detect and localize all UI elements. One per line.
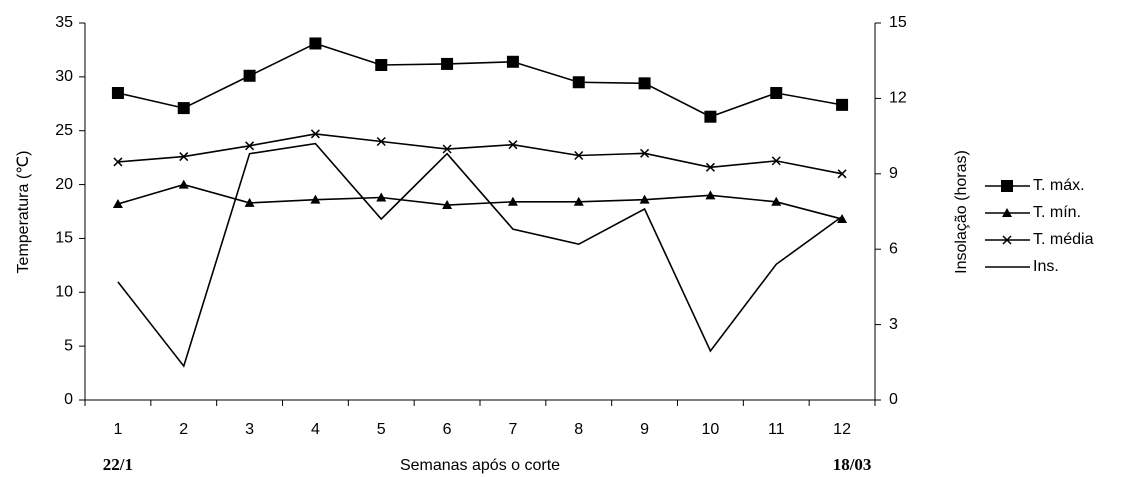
y2-tick-label: 3 bbox=[889, 316, 898, 333]
x-axis-title: Semanas após o corte bbox=[400, 457, 560, 474]
point bbox=[178, 179, 189, 189]
point bbox=[310, 129, 320, 139]
x-tick-label: 11 bbox=[768, 421, 785, 438]
point bbox=[179, 152, 189, 162]
point bbox=[705, 162, 715, 172]
point bbox=[574, 150, 584, 161]
y-tick-label: 10 bbox=[55, 284, 73, 301]
point bbox=[837, 214, 848, 224]
point bbox=[177, 102, 190, 115]
y2-tick-label: 0 bbox=[889, 391, 898, 408]
y2-tick-label: 12 bbox=[889, 90, 907, 107]
x-tick-label: 2 bbox=[179, 421, 188, 438]
legend-label: Ins. bbox=[1033, 258, 1059, 275]
y-tick-label: 35 bbox=[55, 14, 73, 31]
point bbox=[639, 194, 650, 204]
point bbox=[573, 196, 584, 206]
y2-tick-label: 6 bbox=[889, 240, 898, 257]
line bbox=[117, 183, 843, 220]
legend-label: T. mín. bbox=[1033, 204, 1081, 221]
legend-label: T. média bbox=[1033, 231, 1094, 248]
legend-marker bbox=[1002, 235, 1012, 245]
point bbox=[771, 196, 782, 206]
point bbox=[640, 148, 650, 158]
x-tick-label: 6 bbox=[443, 421, 452, 438]
y-tick-label: 5 bbox=[64, 337, 73, 354]
point bbox=[309, 37, 322, 50]
line bbox=[117, 133, 843, 175]
point bbox=[375, 59, 388, 72]
y2-tick-label: 15 bbox=[889, 14, 907, 31]
y-tick-label: 25 bbox=[55, 122, 73, 139]
x-tick-label: 7 bbox=[508, 421, 517, 438]
y2-axis-title: Insolação (horas) bbox=[953, 150, 970, 274]
point bbox=[771, 156, 781, 166]
point bbox=[506, 55, 519, 68]
point bbox=[111, 87, 124, 100]
point bbox=[638, 77, 651, 90]
legend-marker bbox=[1001, 180, 1013, 192]
x-tick-label: 12 bbox=[833, 421, 851, 438]
line bbox=[117, 42, 843, 118]
annotation: 22/1 bbox=[103, 455, 133, 474]
point bbox=[704, 110, 717, 123]
legend-label: T. máx. bbox=[1033, 177, 1085, 194]
x-tick-label: 4 bbox=[311, 421, 320, 438]
y2-tick-label: 9 bbox=[889, 165, 898, 182]
point bbox=[442, 200, 453, 210]
x-tick-label: 10 bbox=[702, 421, 720, 438]
x-tick-label: 3 bbox=[245, 421, 254, 438]
y-tick-label: 30 bbox=[55, 68, 73, 85]
legend-marker bbox=[1002, 208, 1012, 217]
point bbox=[441, 57, 454, 70]
point bbox=[376, 136, 386, 147]
x-tick-label: 5 bbox=[377, 421, 386, 438]
y-axis-title: Temperatura (℃) bbox=[15, 151, 32, 274]
point bbox=[112, 198, 123, 208]
point bbox=[243, 69, 256, 82]
point bbox=[310, 194, 321, 204]
point bbox=[572, 76, 585, 89]
x-tick-label: 8 bbox=[574, 421, 583, 438]
point bbox=[376, 192, 387, 202]
y-tick-label: 20 bbox=[55, 176, 73, 193]
point bbox=[770, 87, 783, 100]
y-tick-label: 0 bbox=[64, 391, 73, 408]
point bbox=[508, 140, 518, 150]
point bbox=[244, 197, 255, 207]
point bbox=[507, 196, 518, 206]
x-tick-label: 1 bbox=[113, 421, 122, 438]
point bbox=[113, 157, 123, 167]
annotation: 18/03 bbox=[833, 455, 872, 474]
point bbox=[705, 190, 716, 200]
line bbox=[117, 142, 843, 368]
point bbox=[442, 144, 452, 154]
point bbox=[837, 169, 847, 179]
x-tick-label: 9 bbox=[640, 421, 649, 438]
point bbox=[836, 98, 849, 111]
point bbox=[245, 141, 255, 151]
y-tick-label: 15 bbox=[55, 230, 73, 247]
